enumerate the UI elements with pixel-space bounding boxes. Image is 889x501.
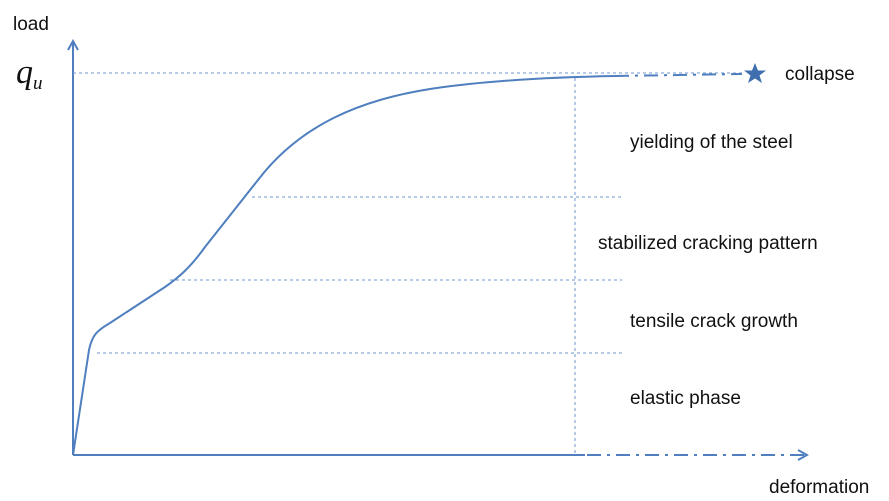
phase-label-elastic: elastic phase (630, 388, 741, 409)
y-axis-label: load (13, 14, 49, 35)
collapse-label: collapse (785, 64, 855, 85)
phase-label-stabilized: stabilized cracking pattern (598, 233, 818, 254)
star-icon (744, 63, 766, 83)
curve-extension (614, 73, 743, 77)
phase-label-tensile: tensile crack growth (630, 311, 798, 332)
x-axis-label: deformation (769, 477, 869, 498)
load-deformation-curve (72, 75, 616, 456)
phase-label-yielding: yielding of the steel (630, 132, 793, 153)
ultimate-load-symbol: qu (16, 54, 43, 94)
